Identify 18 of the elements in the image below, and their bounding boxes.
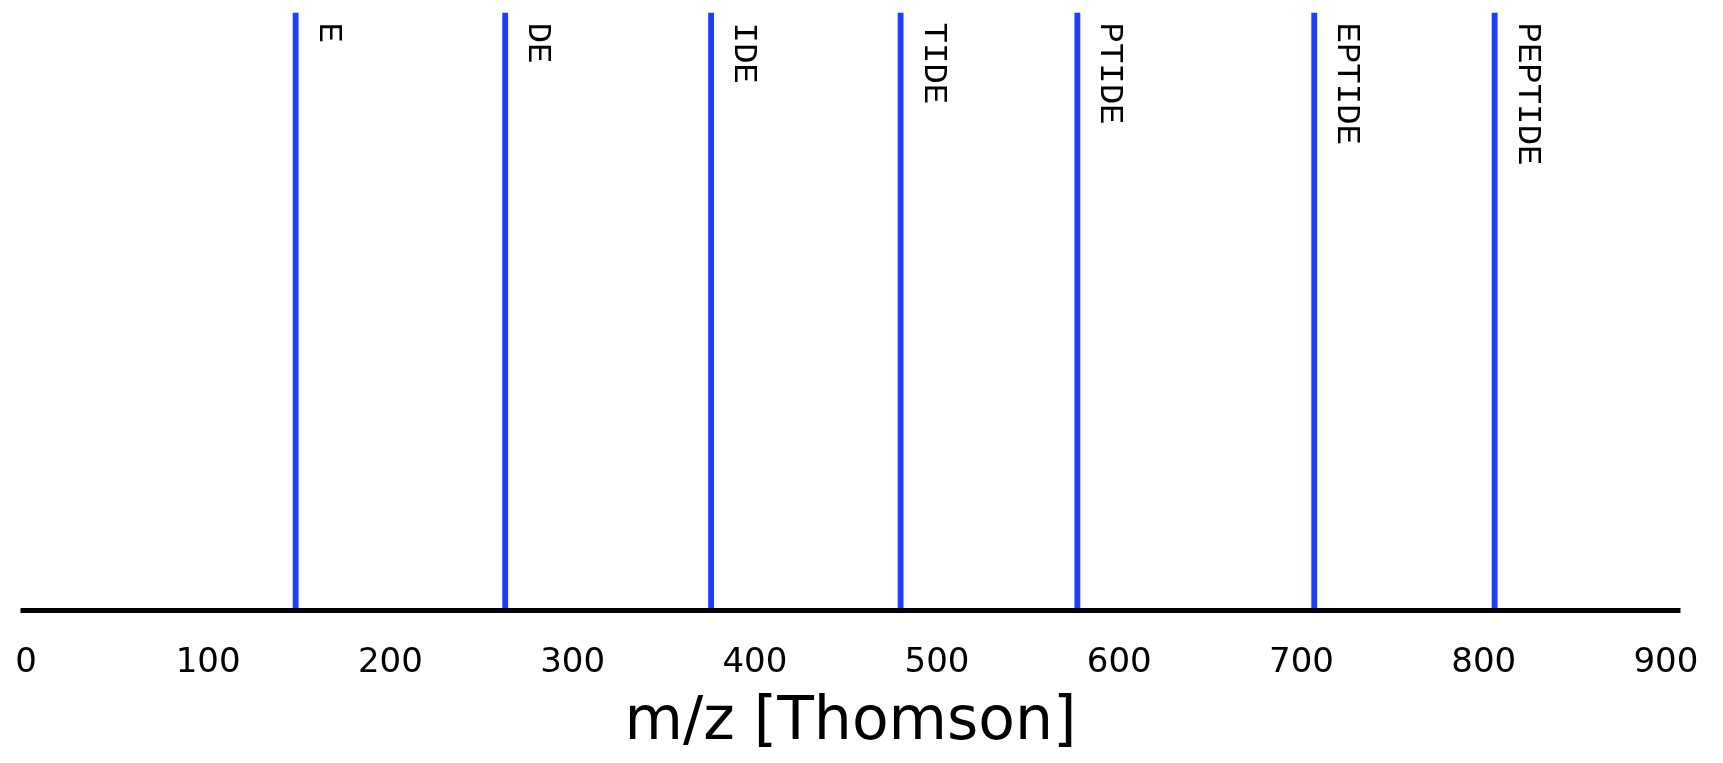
annotation: DE [519,22,558,64]
x-tick-label: 900 [1633,639,1699,680]
annotation: IDE [725,22,764,84]
x-tick-label: 0 [15,639,37,680]
x-tick-label: 800 [1451,639,1517,680]
x-tick-label: 700 [1269,639,1334,680]
x-tick-label: 500 [904,639,970,680]
x-axis-title: m/z [Thomson] [624,682,1077,753]
x-tick-label: 400 [722,639,788,680]
annotation: EPTIDE [1328,22,1367,145]
annotation: PTIDE [1091,22,1130,125]
x-tick-label: 600 [1086,639,1152,680]
annotation: E [309,22,348,43]
x-tick-label: 100 [175,639,241,680]
x-tick-label: 200 [357,639,423,680]
annotation: PEPTIDE [1508,22,1547,166]
annotation: TIDE [914,22,953,105]
x-tick-label: 300 [540,639,606,680]
